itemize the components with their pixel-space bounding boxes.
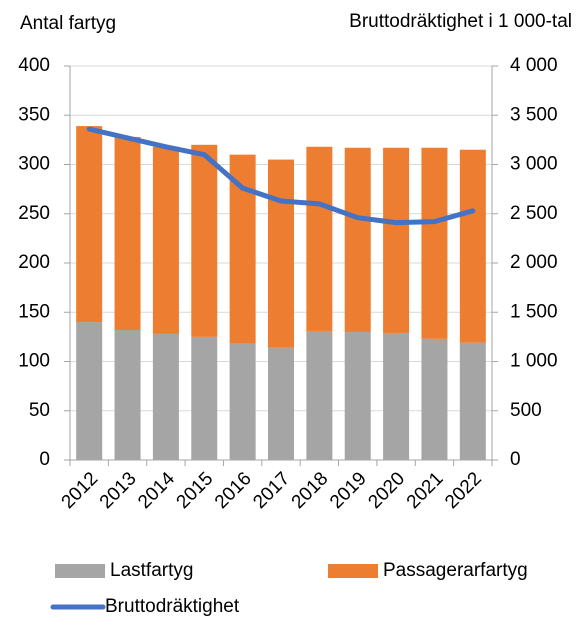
bar <box>459 149 486 343</box>
x-tick-label: 2018 <box>288 468 333 513</box>
bar <box>114 329 141 460</box>
x-tick-label: 2019 <box>326 468 371 513</box>
bar <box>383 332 410 460</box>
bar <box>383 147 410 333</box>
bar <box>76 322 103 460</box>
x-tick-label: 2020 <box>364 468 409 513</box>
bar <box>268 347 294 460</box>
y-tick-label: 100 <box>18 351 50 372</box>
bar <box>114 136 141 330</box>
legend-label: Lastfartyg <box>110 560 193 581</box>
x-tick-label: 2012 <box>58 468 103 513</box>
y-tick-label: 300 <box>18 154 50 175</box>
y2-tick-label: 1 500 <box>510 301 558 322</box>
bar <box>152 333 179 460</box>
y2-tick-label: 0 <box>510 449 521 470</box>
x-tick-label: 2022 <box>441 468 486 513</box>
bar <box>421 338 448 460</box>
bar <box>421 147 448 339</box>
bar <box>344 331 371 460</box>
x-tick-label: 2021 <box>403 468 448 513</box>
legend-label: Bruttodräktighet <box>105 596 240 617</box>
x-tick-label: 2017 <box>249 468 294 513</box>
y-tick-label: 400 <box>18 55 50 76</box>
y2-tick-label: 3 000 <box>510 154 558 175</box>
legend-swatch <box>55 564 105 578</box>
bar <box>229 343 256 460</box>
y2-tick-label: 3 500 <box>510 104 558 125</box>
line <box>86 126 476 226</box>
y-tick-label: 50 <box>29 400 50 421</box>
y-tick-label: 200 <box>18 252 50 273</box>
bar <box>191 336 218 460</box>
x-tick-label: 2015 <box>173 468 218 513</box>
x-tick-label: 2016 <box>211 468 256 513</box>
y2-tick-label: 2 500 <box>510 203 558 224</box>
y2-axis-label: Bruttodräktighet i 1 000-tal <box>349 11 572 32</box>
x-tick-label: 2013 <box>96 468 141 513</box>
y2-tick-label: 2 000 <box>510 252 558 273</box>
bar <box>191 144 218 337</box>
bar <box>459 342 486 460</box>
bar <box>344 147 371 332</box>
bar <box>152 146 179 334</box>
y2-tick-label: 500 <box>510 400 542 421</box>
y-tick-label: 250 <box>18 203 50 224</box>
y2-tick-label: 4 000 <box>510 55 558 76</box>
bar <box>306 146 333 331</box>
legend-label: Passagerarfartyg <box>383 560 528 581</box>
y-tick-label: 350 <box>18 104 50 125</box>
x-tick-label: 2014 <box>134 468 179 513</box>
y-axis-label: Antal fartyg <box>20 13 116 34</box>
legend-swatch <box>328 564 378 578</box>
y2-tick-label: 1 000 <box>510 351 558 372</box>
y-tick-label: 150 <box>18 301 50 322</box>
bar <box>268 159 294 348</box>
y-tick-label: 0 <box>39 449 50 470</box>
bar <box>306 330 333 460</box>
bar <box>76 126 103 323</box>
